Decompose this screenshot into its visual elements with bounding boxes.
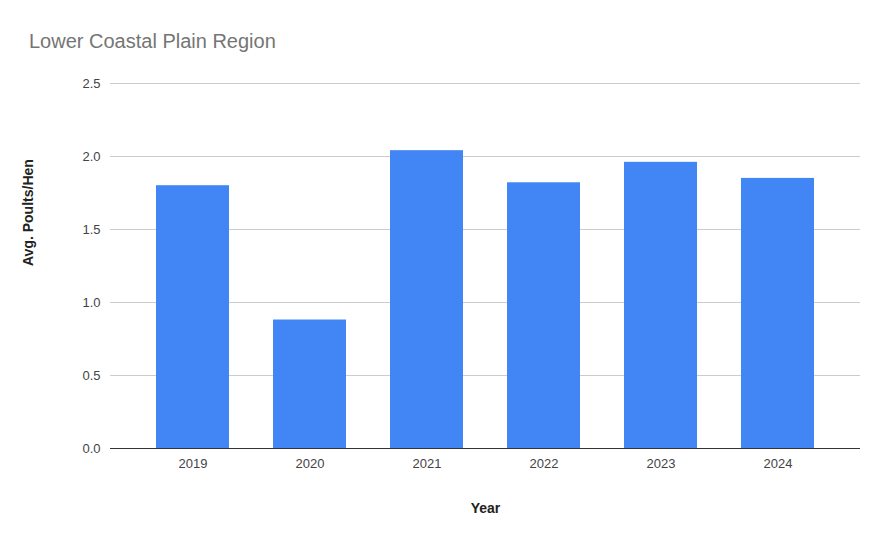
svg-text:2021: 2021 bbox=[413, 456, 442, 471]
svg-text:Avg. Poults/Hen: Avg. Poults/Hen bbox=[20, 159, 36, 266]
svg-text:1.0: 1.0 bbox=[82, 295, 100, 310]
svg-text:2022: 2022 bbox=[530, 456, 559, 471]
svg-text:Year: Year bbox=[471, 500, 501, 516]
svg-text:2023: 2023 bbox=[647, 456, 676, 471]
svg-text:2019: 2019 bbox=[179, 456, 208, 471]
html-text:Lower Coastal Plain Region: Lower Coastal Plain Region bbox=[29, 30, 276, 52]
svg-text:0.0: 0.0 bbox=[82, 441, 100, 456]
svg-text:2024: 2024 bbox=[764, 456, 793, 471]
svg-text:2020: 2020 bbox=[296, 456, 325, 471]
svg-text:2.0: 2.0 bbox=[82, 149, 100, 164]
svg-text:1.5: 1.5 bbox=[82, 222, 100, 237]
svg-text:2.5: 2.5 bbox=[82, 76, 100, 91]
svg-text:0.5: 0.5 bbox=[82, 368, 100, 383]
